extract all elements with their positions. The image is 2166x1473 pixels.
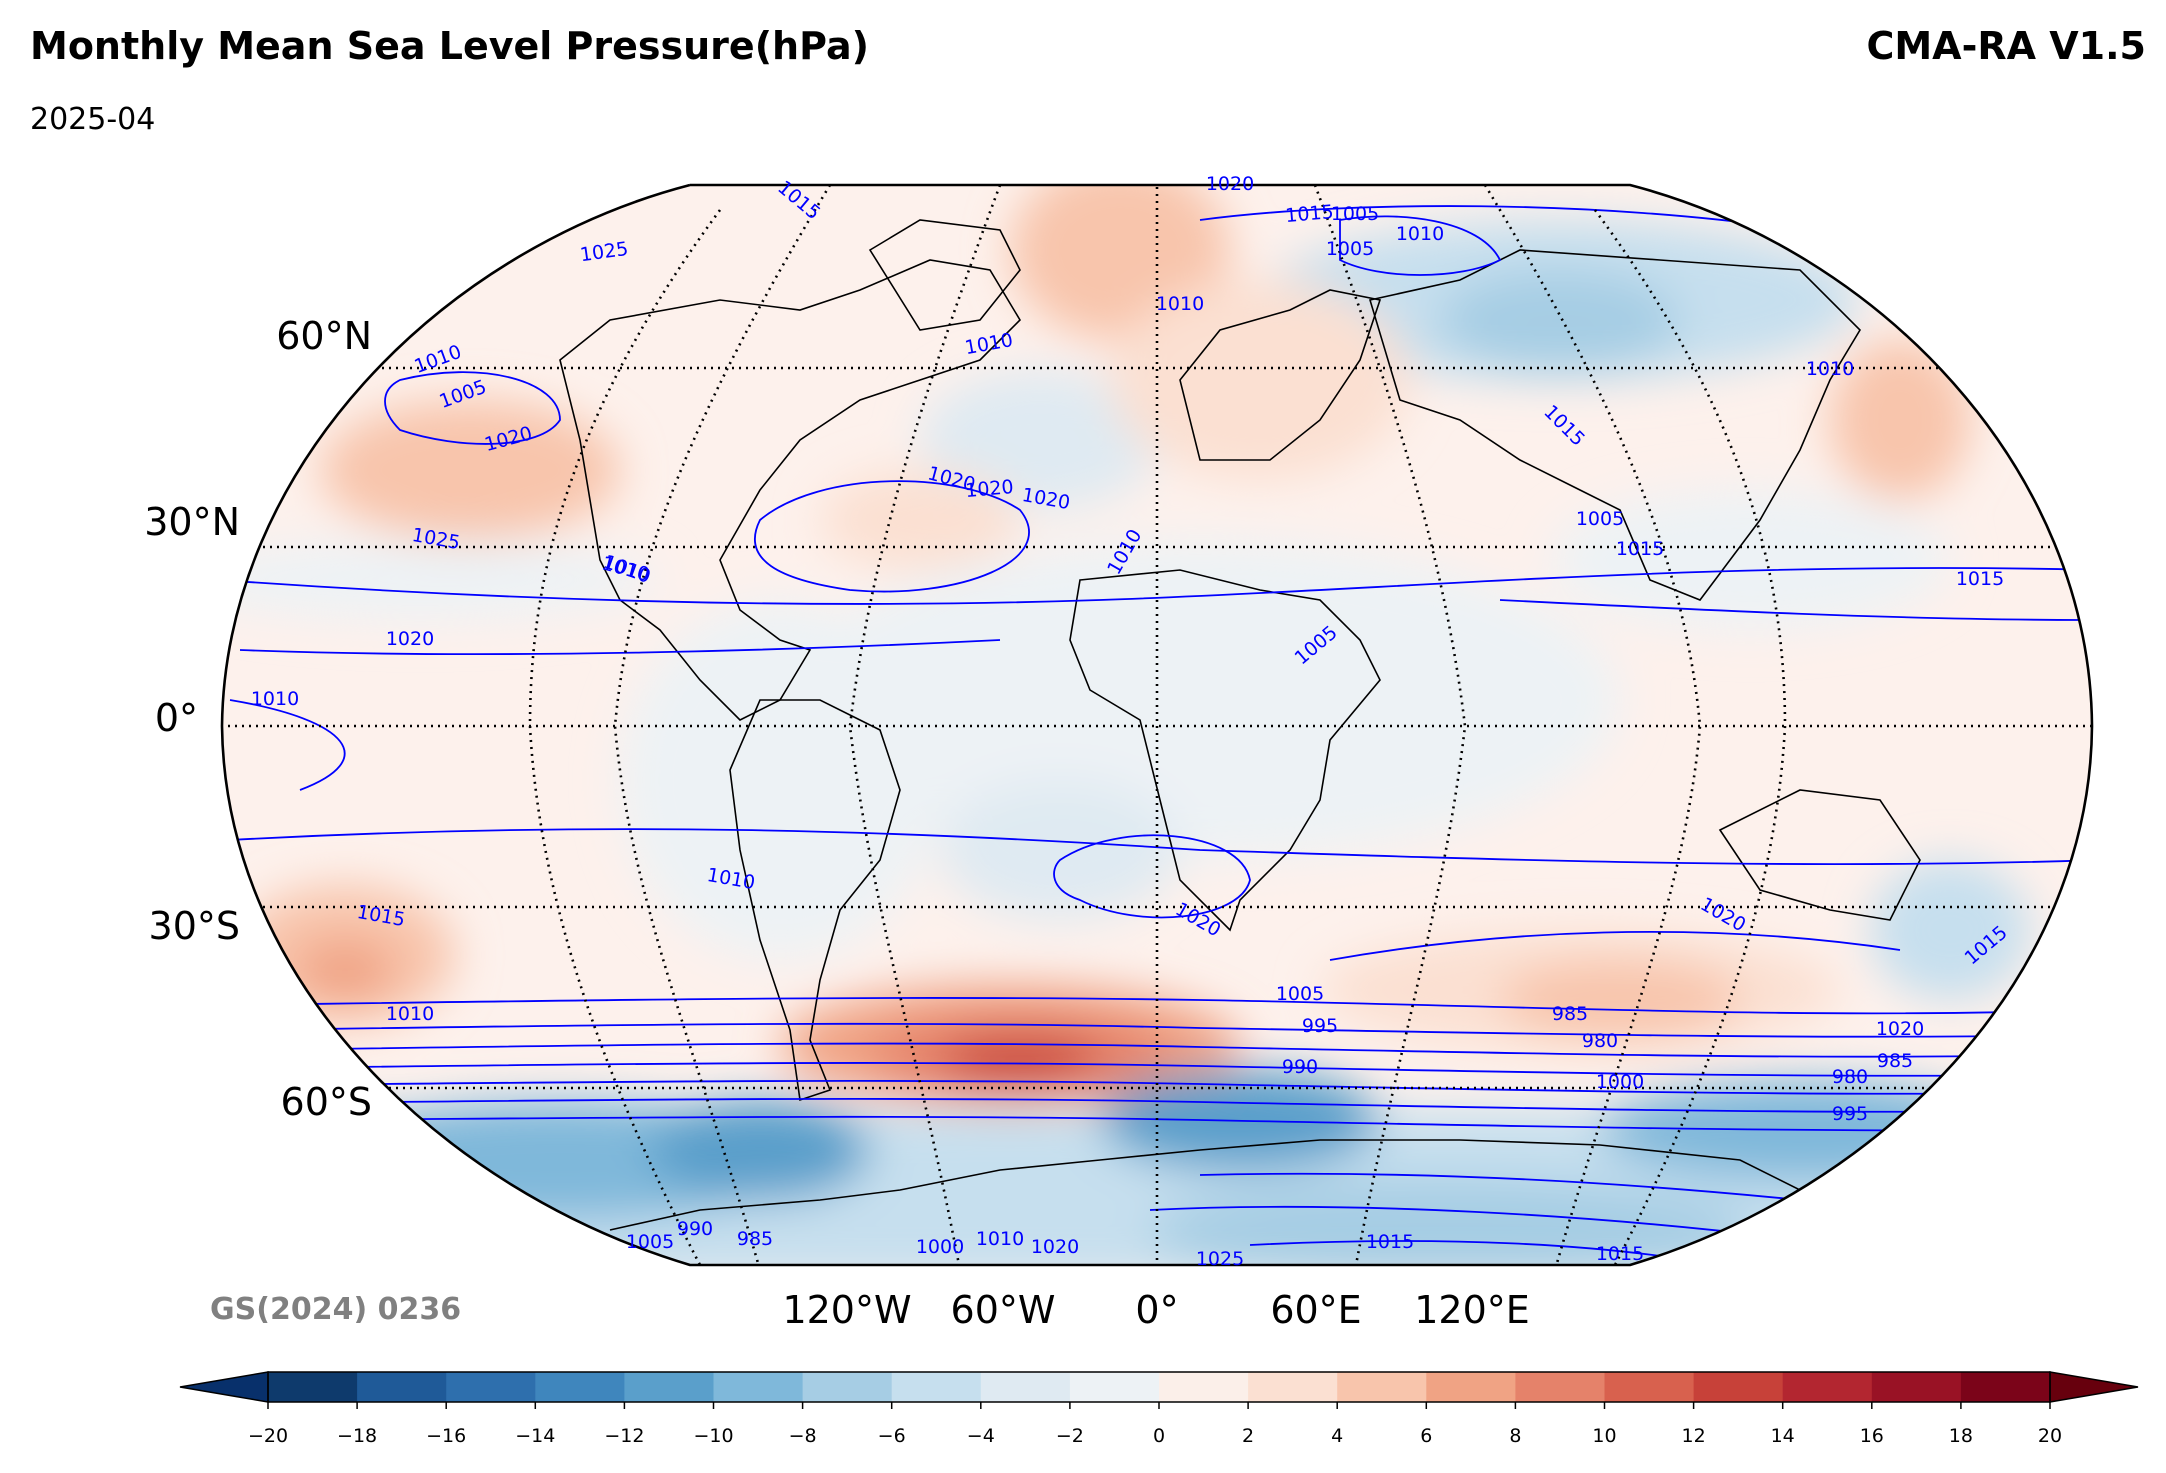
colorbar-segment — [1515, 1372, 1605, 1402]
lon-label-120e: 120°E — [1414, 1288, 1530, 1332]
contour-label: 1015 — [1596, 1243, 1644, 1265]
contour-label: 1010 — [386, 1003, 434, 1025]
contour-label: 1015 — [1616, 538, 1664, 560]
chart-title: Monthly Mean Sea Level Pressure(hPa) — [30, 24, 869, 68]
contour-label: 980 — [1832, 1066, 1868, 1088]
lat-label-0: 0° — [154, 696, 198, 740]
colorbar-segment — [624, 1372, 714, 1402]
map-border — [220, 183, 2094, 1267]
colorbar-tick-label: 20 — [2037, 1425, 2063, 1447]
contour-label: 1005 — [1326, 238, 1374, 260]
colorbar-segment — [980, 1372, 1071, 1402]
colorbar-extend-high — [2049, 1371, 2139, 1403]
contour-label: 995 — [1302, 1015, 1338, 1037]
graticule — [222, 185, 2092, 1265]
colorbar-segment — [1604, 1372, 1695, 1402]
contour-label: 1020 — [1031, 1236, 1079, 1258]
contour-label: 1020 — [964, 476, 1014, 502]
colorbar-tick-label: −14 — [515, 1425, 556, 1447]
contour-label: 985 — [1877, 1050, 1913, 1072]
colorbar-tick-label: 12 — [1681, 1425, 1706, 1447]
colorbar-tick-label: −18 — [337, 1425, 378, 1447]
contour-label: 1010 — [1806, 358, 1854, 380]
colorbar-tick-label: 8 — [1509, 1425, 1522, 1447]
contour-label: 1005 — [1576, 508, 1624, 530]
contour-label: 985 — [737, 1228, 773, 1250]
colorbar-tick-label: −20 — [247, 1425, 289, 1447]
contour-label: 995 — [1832, 1103, 1868, 1125]
contour-label: 1010 — [1156, 293, 1204, 315]
colorbar-segment — [1960, 1372, 2051, 1402]
colorbar-tick-label: 6 — [1420, 1425, 1433, 1447]
lat-label-30n: 30°N — [144, 500, 240, 544]
colorbar-segment — [1782, 1372, 1873, 1402]
colorbar-tick-label: 4 — [1331, 1425, 1344, 1447]
colorbar-tick-label: −8 — [788, 1425, 817, 1447]
colorbar-segment — [446, 1372, 536, 1402]
contour-label: 1025 — [1196, 1248, 1244, 1270]
lon-label-120w: 120°W — [782, 1288, 912, 1332]
colorbar-tick-label: 2 — [1242, 1425, 1255, 1447]
lat-label-60s: 60°S — [280, 1080, 372, 1124]
contour-label: 985 — [1552, 1003, 1588, 1025]
colorbar-tick-label: −2 — [1055, 1425, 1084, 1447]
model-name: CMA-RA V1.5 — [1866, 24, 2146, 68]
contour-label: 1020 — [1206, 173, 1254, 195]
colorbar-tick-label: 18 — [1948, 1425, 1973, 1447]
contour-label: 1015 — [1284, 201, 1334, 227]
contour-label: 1005 — [626, 1231, 674, 1253]
colorbar-segment — [535, 1372, 625, 1402]
colorbar-tick-label: 0 — [1152, 1425, 1166, 1447]
colorbar-tick-label: −4 — [966, 1425, 995, 1447]
contour-label: 1020 — [386, 628, 434, 650]
contour-label: 1005 — [1331, 203, 1379, 225]
colorbar-extend-low — [179, 1371, 269, 1403]
colorbar-segment — [1426, 1372, 1516, 1402]
colorbar-segment — [357, 1372, 447, 1402]
colorbar-tick-label: −10 — [693, 1425, 734, 1447]
date-label: 2025-04 — [30, 102, 156, 137]
contour-label: 1010 — [251, 688, 299, 710]
colorbar-segment — [1871, 1372, 1962, 1402]
contour-label: 980 — [1582, 1030, 1618, 1052]
colorbar — [179, 1371, 2139, 1409]
lon-label-60w: 60°W — [950, 1288, 1056, 1332]
contour-label: 1010 — [1396, 223, 1444, 245]
colorbar-segment — [1069, 1372, 1160, 1402]
colorbar-segment — [268, 1372, 358, 1402]
contour-label: 1015 — [1956, 568, 2004, 590]
contour-label: 1000 — [916, 1236, 964, 1258]
colorbar-segment — [1159, 1372, 1249, 1402]
colorbar-segment — [713, 1372, 804, 1402]
contour-label: 990 — [1282, 1056, 1318, 1078]
colorbar-segment — [802, 1372, 893, 1402]
colorbar-tick-label: 10 — [1592, 1425, 1617, 1447]
contour-label: 1015 — [1366, 1231, 1414, 1253]
contour-label: 1005 — [1276, 983, 1324, 1005]
anomaly-field — [222, 185, 2092, 1265]
colorbar-tick-label: −12 — [604, 1425, 645, 1447]
colorbar-tick-label: 14 — [1770, 1425, 1795, 1447]
map-approval-code: GS(2024) 0236 — [210, 1292, 462, 1327]
lat-label-30s: 30°S — [148, 904, 240, 948]
lon-label-60e: 60°E — [1270, 1288, 1362, 1332]
colorbar-segment — [891, 1372, 982, 1402]
colorbar-segment — [1248, 1372, 1338, 1402]
isobars — [222, 205, 2092, 1263]
contour-label: 1020 — [1876, 1018, 1924, 1040]
contour-label: 1010 — [976, 1228, 1024, 1250]
lon-label-0: 0° — [1135, 1288, 1179, 1332]
contour-label: 1000 — [1596, 1071, 1644, 1093]
colorbar-segment — [1693, 1372, 1784, 1402]
colorbar-segment — [1337, 1372, 1427, 1402]
lat-label-60n: 60°N — [276, 314, 372, 358]
colorbar-tick-label: 16 — [1859, 1425, 1884, 1447]
colorbar-tick-label: −16 — [426, 1425, 467, 1447]
contour-label: 990 — [677, 1218, 713, 1240]
colorbar-tick-label: −6 — [877, 1425, 906, 1447]
